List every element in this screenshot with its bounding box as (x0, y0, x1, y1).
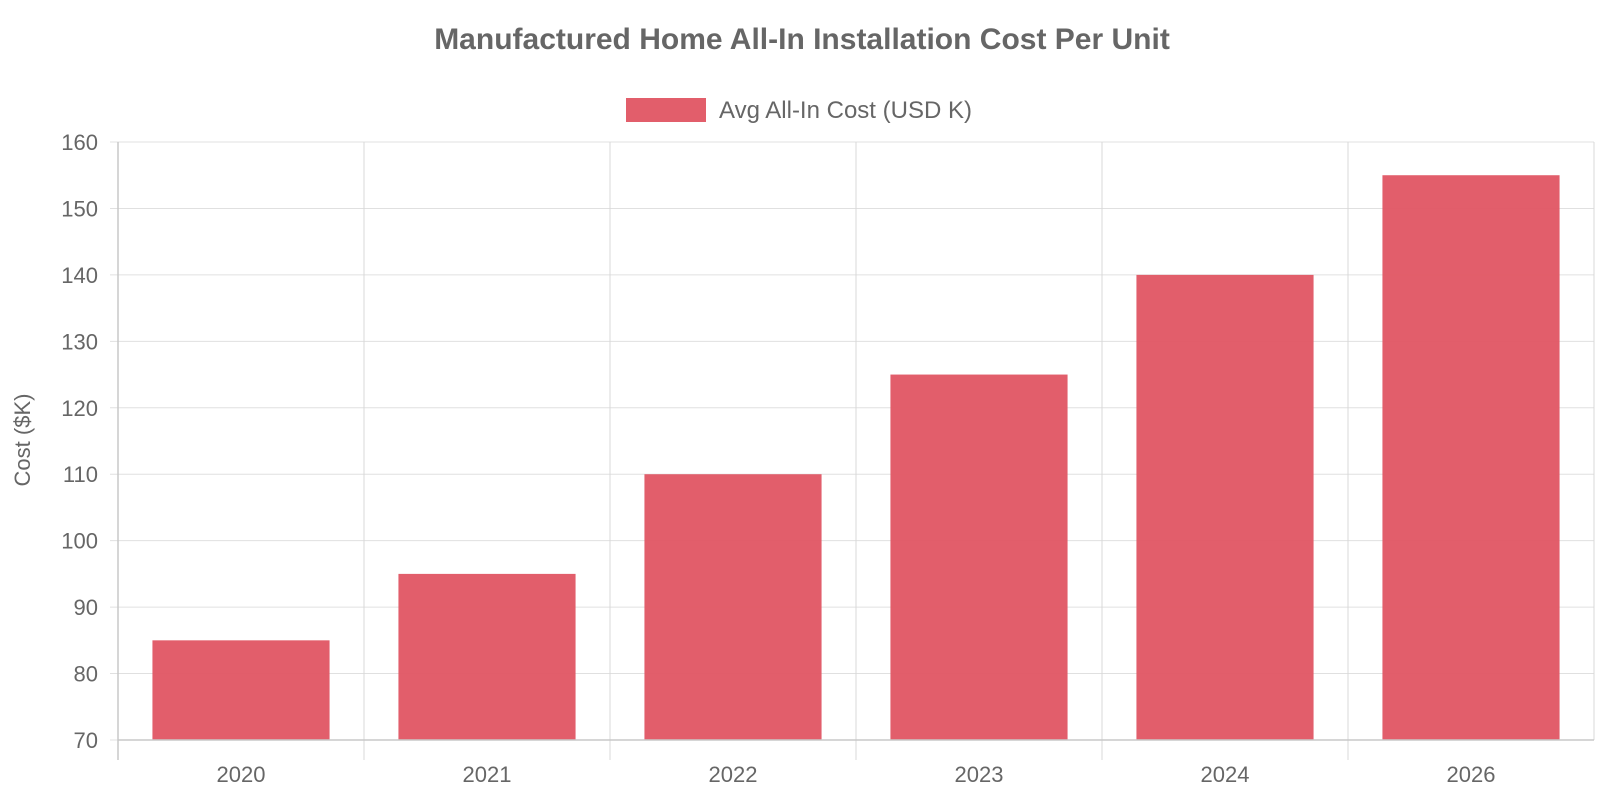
bar-2022[interactable] (644, 474, 822, 740)
y-tick-label: 150 (61, 196, 98, 221)
y-tick-label: 100 (61, 529, 98, 554)
y-axis-ticks: 70 80 90 100 110 120 130 140 150 160 (61, 130, 98, 753)
y-tick-label: 80 (74, 662, 98, 687)
bar-2021[interactable] (398, 573, 576, 740)
bar-2024[interactable] (1136, 274, 1314, 740)
bars (152, 175, 1560, 740)
axes (117, 142, 1594, 760)
y-tick-label: 130 (61, 329, 98, 354)
y-axis-title: Cost ($K) (10, 394, 35, 487)
y-tick-label: 160 (61, 130, 98, 155)
x-tick-label: 2024 (1201, 762, 1250, 787)
legend-label: Avg All-In Cost (USD K) (719, 97, 972, 124)
y-tick-label: 120 (61, 396, 98, 421)
y-tick-label: 90 (74, 595, 98, 620)
legend[interactable]: Avg All-In Cost (USD K) (626, 97, 972, 124)
x-tick-label: 2023 (955, 762, 1004, 787)
bar-2026[interactable] (1382, 175, 1560, 740)
y-tick-label: 140 (61, 263, 98, 288)
x-axis-ticks: 2020 2021 2022 2023 2024 2026 (217, 762, 1496, 787)
legend-swatch (626, 98, 706, 122)
x-tick-label: 2021 (463, 762, 512, 787)
bar-2020[interactable] (152, 640, 330, 740)
x-tick-label: 2022 (709, 762, 758, 787)
x-tick-label: 2020 (217, 762, 266, 787)
grid (110, 141, 1595, 760)
y-tick-label: 110 (63, 462, 98, 487)
y-tick-label: 70 (74, 728, 98, 753)
bar-2023[interactable] (890, 374, 1068, 740)
x-tick-label: 2026 (1447, 762, 1496, 787)
chart-title: Manufactured Home All-In Installation Co… (434, 23, 1170, 56)
